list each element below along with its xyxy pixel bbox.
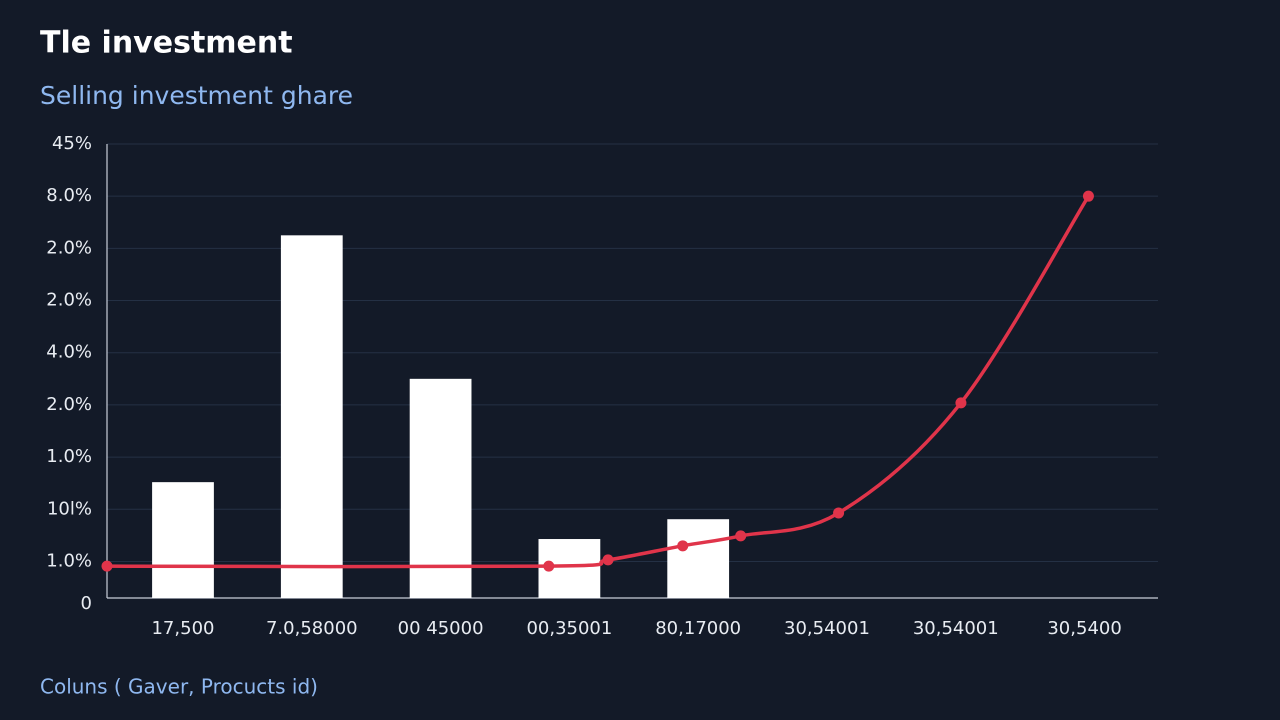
- line-point: [735, 530, 747, 542]
- bar: [409, 378, 472, 598]
- bar: [280, 235, 343, 598]
- bar: [152, 482, 214, 598]
- y-tick-label: 1.0%: [46, 446, 92, 467]
- line-point: [602, 554, 614, 566]
- y-tick-label: 45%: [52, 133, 92, 154]
- y-tick-label: 0: [81, 593, 92, 614]
- x-tick-label: 7.0,58000: [266, 618, 358, 639]
- y-tick-label: 8.0%: [46, 185, 92, 206]
- y-tick-label: 2.0%: [46, 290, 92, 311]
- chart-title: Tle investment: [40, 26, 293, 61]
- line-point: [1082, 190, 1094, 202]
- line-point: [677, 540, 689, 552]
- y-tick-label: 1.0%: [46, 550, 92, 571]
- line-point: [955, 397, 967, 409]
- y-tick-label: 10l%: [47, 498, 92, 519]
- x-tick-label: 80,17000: [655, 618, 741, 639]
- y-tick-label: 2.0%: [46, 237, 92, 258]
- x-tick-label: 00 45000: [398, 618, 484, 639]
- bar: [667, 519, 730, 598]
- line-point: [833, 507, 845, 519]
- line: [106, 195, 1090, 569]
- x-tick-label: 30,54001: [784, 618, 870, 639]
- x-tick-label: 00,35001: [526, 618, 612, 639]
- line-point: [543, 560, 555, 572]
- y-tick-label: 4.0%: [46, 342, 92, 363]
- chart-footer: Coluns ( Gaver, Procucts id): [40, 675, 318, 699]
- x-tick-label: 30,5400: [1047, 618, 1121, 639]
- x-tick-label: 30,54001: [913, 618, 999, 639]
- chart-subtitle: Selling investment ghare: [40, 81, 353, 110]
- x-tick-label: 17,500: [151, 618, 214, 639]
- y-tick-label: 2.0%: [46, 394, 92, 415]
- line-point: [101, 560, 113, 572]
